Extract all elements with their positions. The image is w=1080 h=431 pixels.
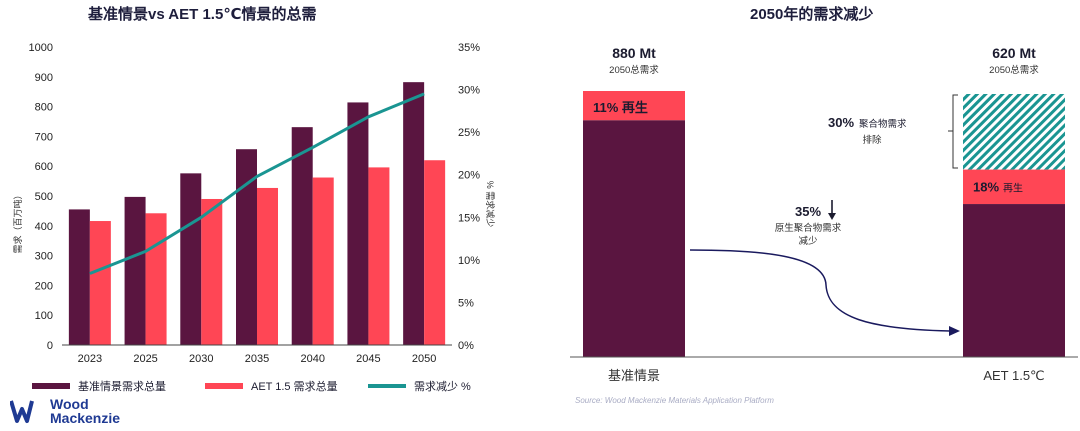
- right-chart-title: 2050年的需求减少: [750, 6, 874, 23]
- x-tick-label: 2035: [245, 353, 269, 365]
- legend-aet: AET 1.5 需求总量: [205, 378, 338, 394]
- y2-axis-label: % 需求减少: [485, 181, 496, 228]
- y-tick-label: 800: [35, 102, 53, 114]
- legend-aet-swatch: [205, 383, 243, 389]
- aet-total: 620 Mt: [992, 45, 1036, 61]
- y2-tick-label: 35%: [458, 42, 480, 54]
- aet-recycled-label: 18% 再生: [973, 180, 1023, 195]
- category-label-baseline: 基准情景: [608, 368, 660, 383]
- aet-recycled-bar: [963, 169, 1065, 205]
- reduction-pct: 35%: [795, 204, 821, 219]
- bar-aet-2035: [257, 187, 278, 345]
- y-tick-label: 500: [35, 191, 53, 203]
- baseline-recycled-label: 11% 再生: [593, 100, 648, 115]
- y-tick-label: 900: [35, 72, 53, 84]
- y2-tick-label: 15%: [458, 212, 480, 224]
- y-tick-label: 700: [35, 131, 53, 143]
- y-tick-label: 200: [35, 280, 53, 292]
- x-tick-label: 2030: [189, 353, 213, 365]
- reduction-text-line2: 减少: [798, 235, 818, 247]
- baseline-total: 880 Mt: [612, 45, 656, 61]
- eliminated-label: 30% 聚合物需求: [828, 115, 907, 130]
- legend-base-label: 基准情景需求总量: [78, 381, 166, 393]
- source-note: Source: Wood Mackenzie Materials Applica…: [575, 396, 774, 405]
- left-chart-title: 基准情景vs AET 1.5℃情景的总需: [88, 6, 317, 23]
- bar-base-2025: [124, 196, 146, 345]
- legend-aet-label: AET 1.5 需求总量: [251, 381, 338, 393]
- reduction-down-arrow-icon: [828, 213, 836, 220]
- bar-aet-2030: [201, 198, 223, 345]
- bar-base-2023: [68, 209, 90, 345]
- flow-arrow-head-icon: [949, 326, 960, 336]
- y2-tick-label: 0%: [458, 340, 474, 352]
- line-reduction-pct: [89, 92, 425, 275]
- bar-base-2035: [236, 149, 257, 345]
- logo-line-2: Mackenzie: [50, 410, 121, 426]
- legend-line-label: 需求减少 %: [414, 381, 471, 393]
- eliminated-label-line2: 排除: [862, 134, 882, 146]
- flow-arrow-curve: [689, 249, 951, 332]
- x-tick-label: 2050: [412, 353, 436, 365]
- eliminated-bracket: [952, 94, 958, 169]
- y-tick-label: 400: [35, 221, 53, 233]
- y2-tick-label: 20%: [458, 170, 480, 182]
- aet-virgin-bar: [963, 204, 1065, 357]
- logo-line-1: Wood: [50, 396, 89, 412]
- reduction-text-line1: 原生聚合物需求: [775, 222, 842, 234]
- y-tick-label: 0: [47, 340, 53, 352]
- category-label-aet: AET 1.5℃: [983, 368, 1044, 383]
- bar-aet-2023: [89, 221, 111, 345]
- y-tick-label: 1000: [29, 42, 53, 54]
- legend-base: 基准情景需求总量: [32, 378, 166, 394]
- y-tick-label: 100: [35, 310, 53, 322]
- legend-line: 需求减少 %: [368, 378, 471, 394]
- y-axis-label: 需求（百万吨）: [12, 190, 23, 253]
- bar-aet-2050: [424, 160, 446, 345]
- bar-base-2030: [180, 173, 202, 345]
- wood-mackenzie-logo: Wood Mackenzie: [10, 397, 120, 425]
- legend-line-swatch: [368, 384, 406, 388]
- aet-total-sublabel: 2050总需求: [989, 64, 1039, 76]
- bar-aet-2025: [145, 213, 167, 345]
- bar-aet-2045: [368, 167, 390, 345]
- baseline-recycled-bar: [583, 91, 685, 121]
- bar-aet-2040: [312, 177, 334, 345]
- y2-tick-label: 5%: [458, 297, 474, 309]
- logo-mark-icon: [10, 400, 34, 423]
- y2-tick-label: 30%: [458, 85, 480, 97]
- y-tick-label: 600: [35, 161, 53, 173]
- bar-base-2045: [347, 102, 369, 345]
- x-tick-label: 2023: [78, 353, 102, 365]
- x-tick-label: 2045: [356, 353, 380, 365]
- bar-base-2040: [291, 127, 313, 345]
- x-tick-label: 2040: [300, 353, 324, 365]
- legend-base-swatch: [32, 383, 70, 389]
- baseline-total-sublabel: 2050总需求: [609, 64, 659, 76]
- y2-tick-label: 10%: [458, 255, 480, 267]
- x-tick-label: 2025: [133, 353, 157, 365]
- y2-tick-label: 25%: [458, 127, 480, 139]
- aet-eliminated-bar: [963, 94, 1065, 170]
- baseline-virgin-bar: [583, 120, 685, 357]
- bar-base-2050: [403, 82, 425, 345]
- y-tick-label: 300: [35, 251, 53, 263]
